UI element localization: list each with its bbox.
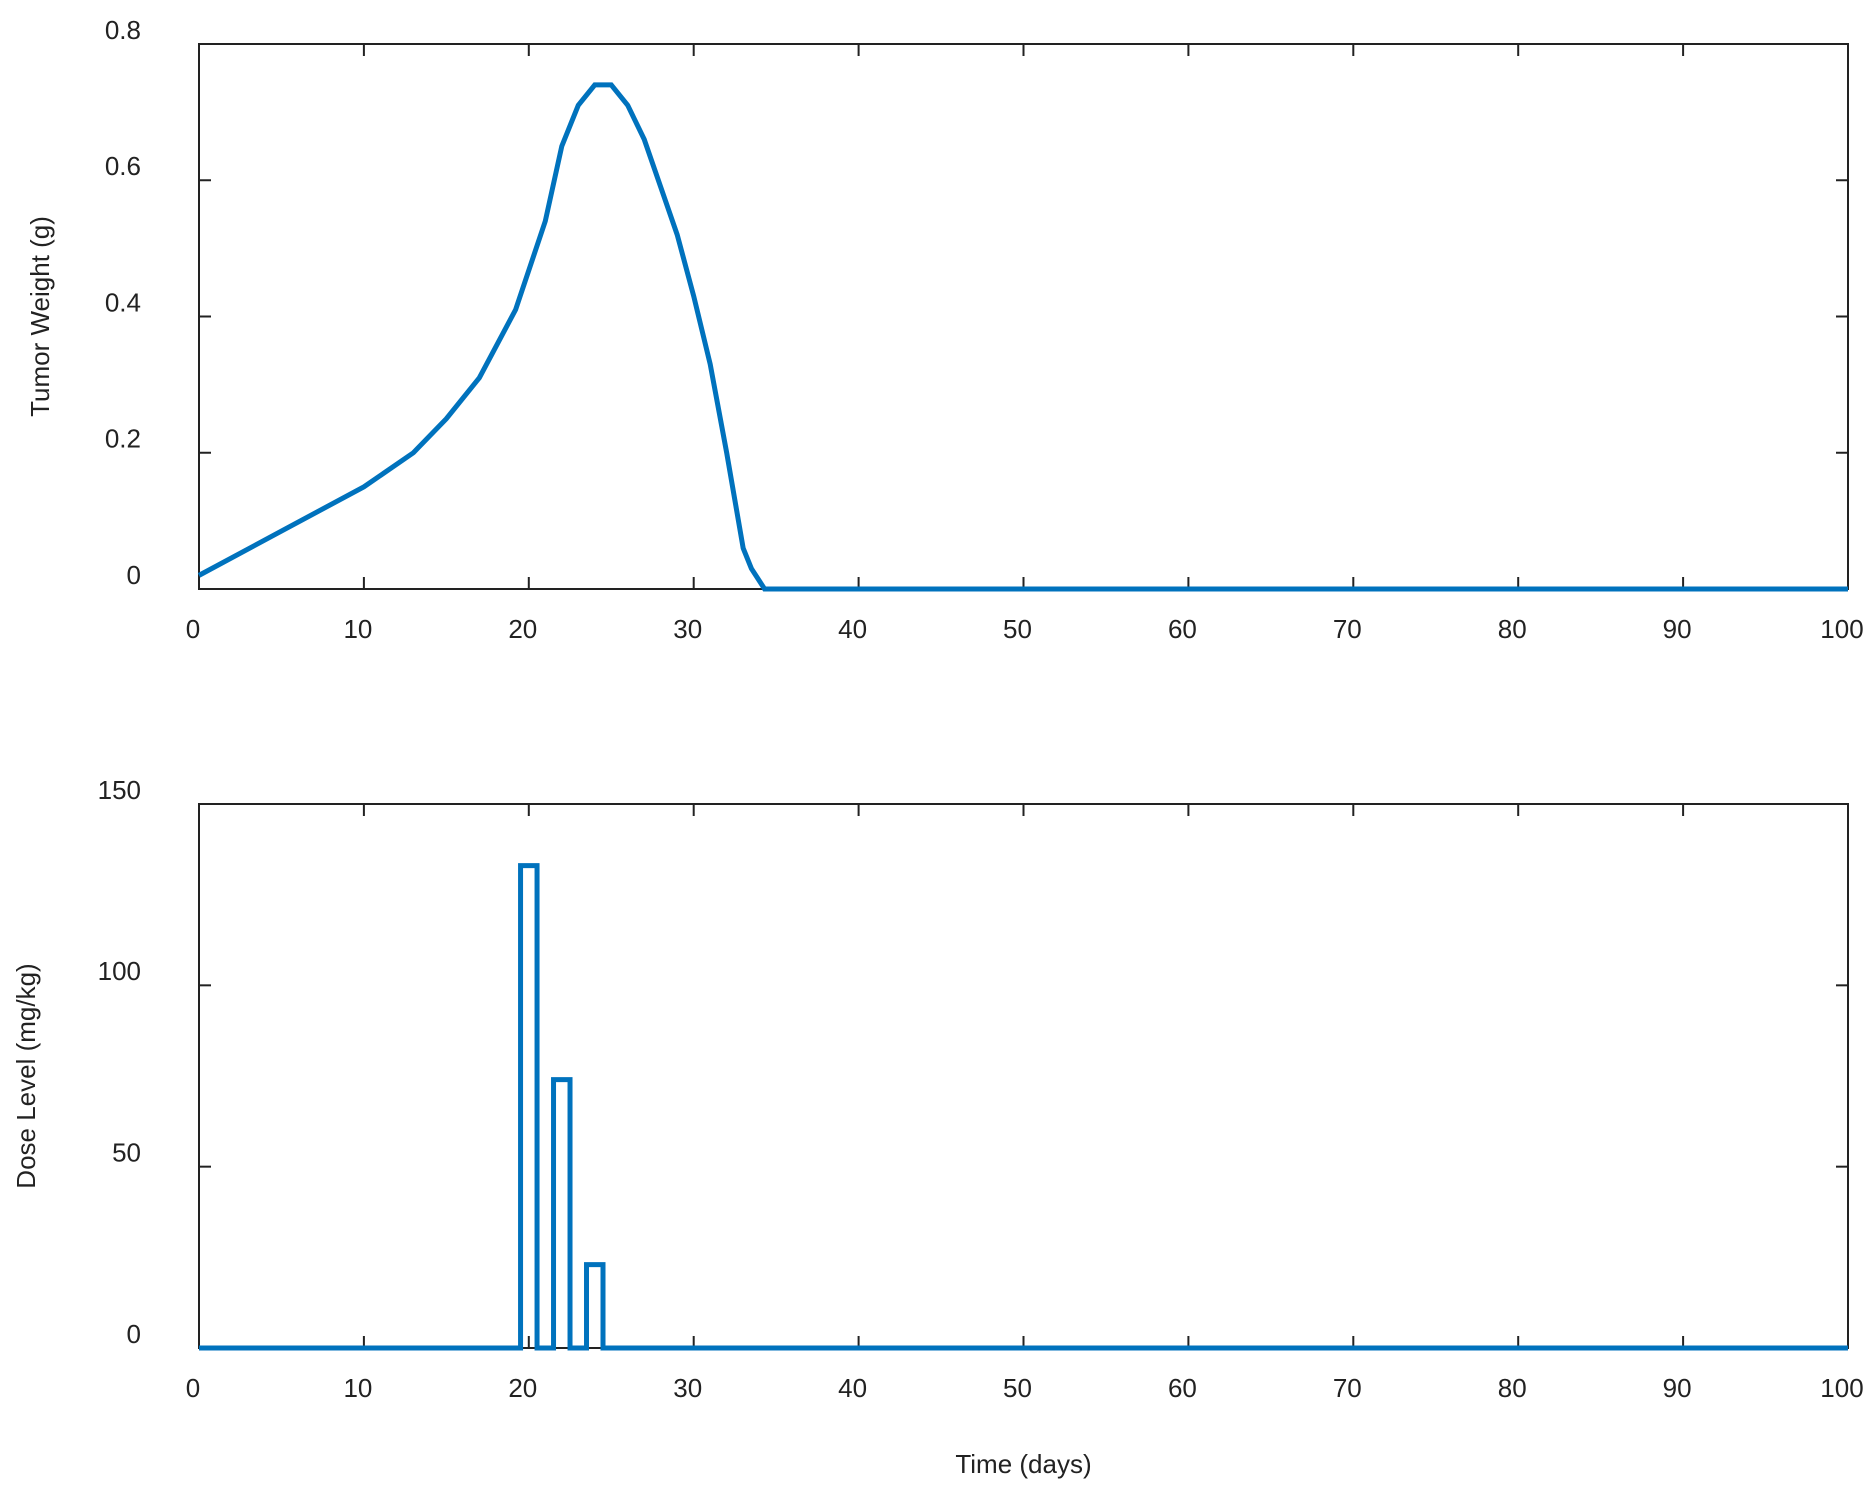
x-tick-label: 40: [838, 1373, 867, 1403]
x-tick-label: 80: [1498, 614, 1527, 644]
x-tick-label: 70: [1333, 614, 1362, 644]
x-tick-label: 50: [1003, 614, 1032, 644]
x-tick-label: 60: [1168, 614, 1197, 644]
x-tick-label: 50: [1003, 1373, 1032, 1403]
y-tick-label: 0.6: [105, 151, 141, 181]
x-tick-label: 80: [1498, 1373, 1527, 1403]
y-tick-label: 150: [98, 775, 141, 805]
y-axis-label: Dose Level (mg/kg): [11, 963, 41, 1188]
y-tick-label: 50: [112, 1138, 141, 1168]
y-tick-label: 0: [127, 1319, 141, 1349]
x-tick-label: 40: [838, 614, 867, 644]
x-tick-label: 20: [508, 1373, 537, 1403]
y-axis-label: Tumor Weight (g): [25, 216, 55, 417]
y-tick-label: 0.4: [105, 287, 141, 317]
y-tick-label: 0.2: [105, 424, 141, 454]
plot-frame: [198, 803, 1849, 1349]
x-tick-label: 100: [1820, 1373, 1863, 1403]
data-line: [197, 82, 1848, 592]
x-tick-label: 70: [1333, 1373, 1362, 1403]
x-tick-label: 90: [1663, 1373, 1692, 1403]
x-tick-label: 100: [1820, 614, 1863, 644]
y-tick-label: 0: [127, 560, 141, 590]
y-tick-label: 100: [98, 956, 141, 986]
x-tick-label: 30: [673, 614, 702, 644]
x-tick-label: 0: [186, 614, 200, 644]
x-tick-label: 10: [343, 614, 372, 644]
y-tick-label: 0.8: [105, 15, 141, 45]
x-tick-label: 90: [1663, 614, 1692, 644]
data-line: [199, 863, 1848, 1351]
x-tick-label: 0: [186, 1373, 200, 1403]
plot-frame: [198, 43, 1849, 590]
x-tick-label: 20: [508, 614, 537, 644]
x-tick-label: 10: [343, 1373, 372, 1403]
x-axis-label: Time (days): [955, 1449, 1091, 1479]
x-tick-label: 30: [673, 1373, 702, 1403]
x-tick-label: 60: [1168, 1373, 1197, 1403]
